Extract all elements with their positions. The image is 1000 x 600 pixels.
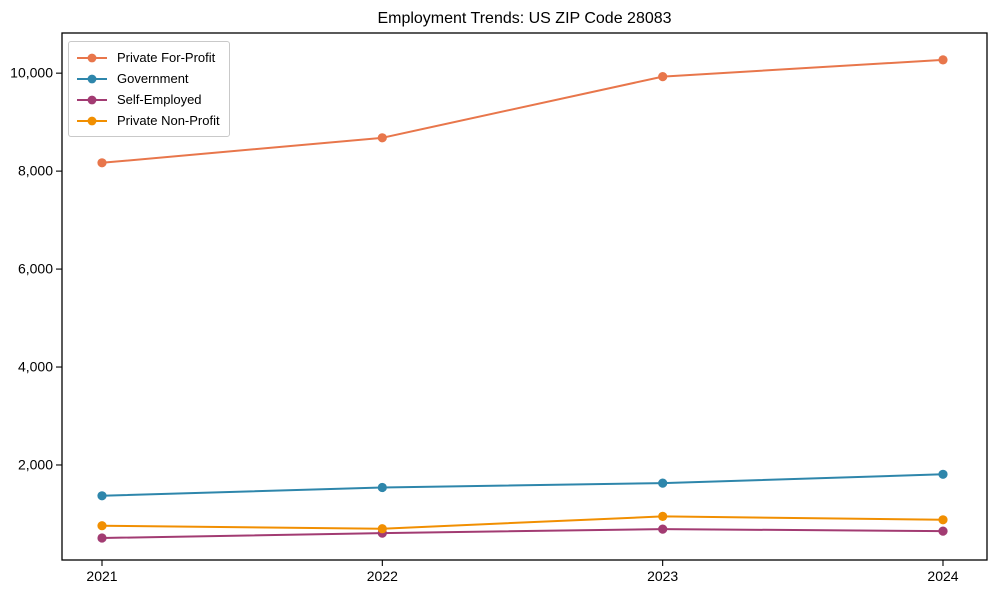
data-point-marker bbox=[377, 133, 387, 143]
legend-marker-icon bbox=[77, 116, 107, 125]
axes: 2,000 4,000 6,000 8,000 10,000 2021 2022 2023 20… bbox=[10, 32, 988, 584]
data-point-marker bbox=[97, 158, 107, 168]
legend-label: Private For-Profit bbox=[117, 50, 216, 65]
legend-entry: Private For-Profit bbox=[76, 47, 220, 68]
data-point-marker bbox=[938, 469, 948, 479]
y-tick-label: 10,000 bbox=[10, 65, 53, 81]
legend-label: Government bbox=[117, 71, 189, 86]
legend: Private For-Profit Government Self-Employe… bbox=[68, 41, 230, 137]
chart-title: Employment Trends: US ZIP Code 28083 bbox=[377, 10, 672, 27]
data-point-marker bbox=[938, 526, 948, 536]
x-tick-label: 2023 bbox=[647, 568, 678, 584]
legend-entry: Private Non-Profit bbox=[76, 110, 220, 131]
legend-marker-icon bbox=[77, 74, 107, 83]
data-point-marker bbox=[377, 482, 387, 493]
data-point-marker bbox=[97, 491, 107, 501]
data-point-marker bbox=[938, 55, 948, 65]
y-tick-label: 8,000 bbox=[18, 163, 53, 179]
data-point-marker bbox=[377, 524, 387, 534]
y-tick-label: 2,000 bbox=[18, 456, 53, 472]
series-line bbox=[101, 58, 944, 164]
data-point-marker bbox=[658, 511, 668, 521]
y-tick-label: 4,000 bbox=[18, 359, 53, 375]
data-point-marker bbox=[938, 515, 948, 525]
legend-dot bbox=[87, 53, 97, 62]
legend-label: Private Non-Profit bbox=[117, 113, 220, 128]
legend-dot bbox=[87, 95, 97, 104]
legend-marker-icon bbox=[77, 53, 107, 62]
data-point-marker bbox=[658, 524, 668, 534]
series-line bbox=[101, 473, 944, 497]
legend-dot bbox=[87, 74, 97, 83]
legend-entry: Government bbox=[76, 68, 220, 89]
legend-marker-icon bbox=[77, 95, 107, 104]
series-line bbox=[101, 528, 944, 539]
data-point-marker bbox=[658, 478, 668, 488]
series-lines bbox=[97, 55, 948, 543]
series-line bbox=[101, 515, 944, 530]
legend-label: Self-Employed bbox=[117, 92, 202, 107]
y-tick-label: 6,000 bbox=[18, 261, 53, 277]
x-tick-label: 2021 bbox=[86, 568, 117, 584]
legend-entry: Self-Employed bbox=[76, 89, 220, 110]
data-point-marker bbox=[97, 533, 107, 543]
data-point-marker bbox=[97, 521, 107, 531]
legend-dot bbox=[87, 116, 97, 125]
data-point-marker bbox=[658, 72, 668, 82]
x-tick-label: 2022 bbox=[367, 568, 398, 584]
plot-border bbox=[61, 32, 988, 561]
x-tick-label: 2024 bbox=[927, 568, 958, 584]
